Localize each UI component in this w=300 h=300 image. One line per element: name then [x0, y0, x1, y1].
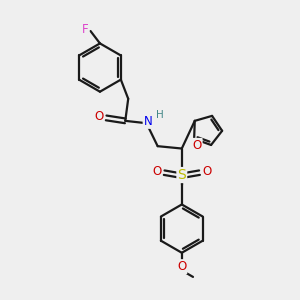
Text: F: F [82, 23, 88, 36]
Text: O: O [94, 110, 104, 123]
Text: S: S [177, 168, 186, 182]
Text: O: O [193, 139, 202, 152]
Text: O: O [152, 165, 161, 178]
Text: O: O [177, 260, 186, 273]
Text: H: H [156, 110, 164, 120]
Text: O: O [202, 165, 212, 178]
Text: N: N [144, 115, 152, 128]
